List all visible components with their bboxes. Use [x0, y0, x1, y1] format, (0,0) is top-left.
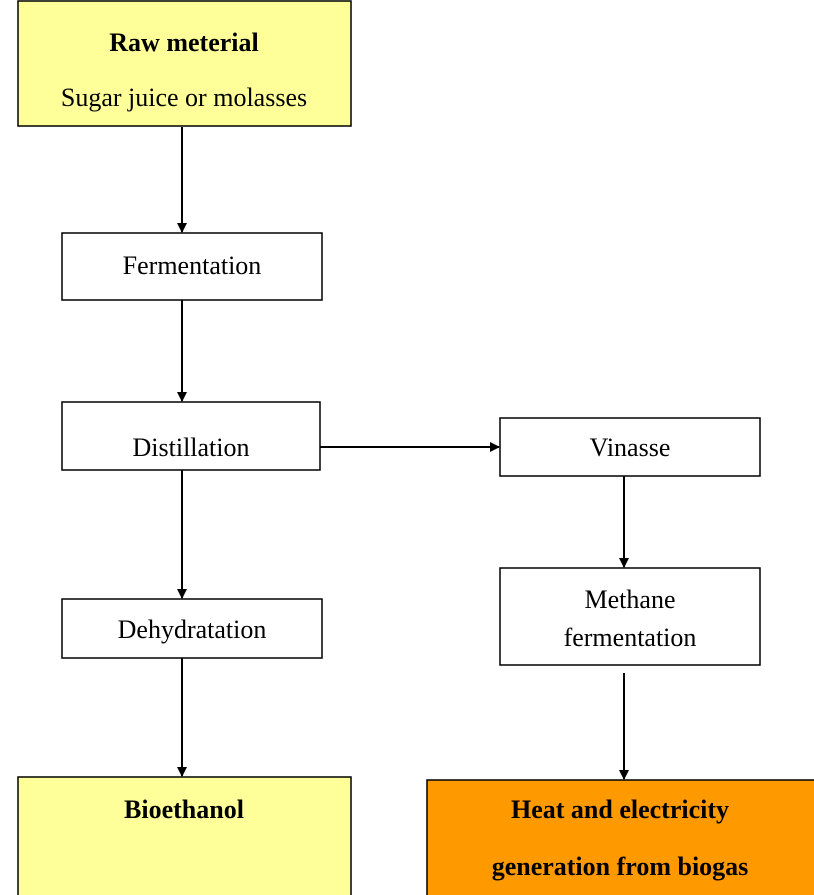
raw-material-box: [17, 0, 352, 127]
node-title: generation from biogas: [492, 852, 749, 881]
heat-box: [426, 779, 814, 895]
node-label: Vinasse: [590, 433, 671, 462]
node-title: Raw meterial: [109, 28, 258, 57]
methane-box: [499, 567, 761, 666]
vinasse-box: [499, 417, 761, 477]
node-label: Distillation: [133, 433, 250, 462]
fermentation-box: [61, 232, 323, 301]
node-label: Fermentation: [123, 251, 262, 280]
node-subtitle: Sugar juice or molasses: [61, 83, 307, 112]
bioethanol-box: [17, 776, 352, 895]
distillation-box: [61, 401, 321, 471]
node-label: fermentation: [564, 623, 697, 652]
node-title: Bioethanol: [124, 795, 244, 824]
dehydratation-box: [61, 598, 323, 659]
node-label: Dehydratation: [118, 615, 267, 644]
node-title: Heat and electricity: [511, 795, 729, 824]
node-label: Methane: [585, 585, 676, 614]
